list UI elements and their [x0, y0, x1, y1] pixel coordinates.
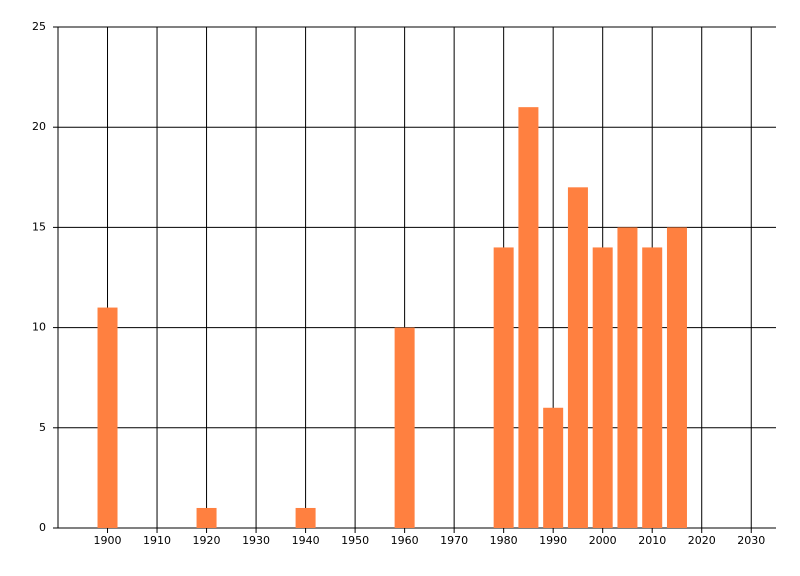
x-tick-label: 1910 [143, 534, 171, 547]
bar [567, 187, 588, 528]
x-tick-label: 1930 [242, 534, 270, 547]
x-tick-label: 2030 [737, 534, 765, 547]
x-tick-label: 1970 [440, 534, 468, 547]
x-tick-label: 1990 [539, 534, 567, 547]
x-tick-label: 2000 [589, 534, 617, 547]
bar [518, 107, 539, 528]
y-tick-label: 20 [32, 120, 46, 133]
x-tick-label: 2020 [688, 534, 716, 547]
x-tick-label: 1950 [341, 534, 369, 547]
x-tick-label: 1940 [292, 534, 320, 547]
bar [642, 247, 663, 528]
y-tick-label: 15 [32, 220, 46, 233]
y-tick-label: 0 [39, 521, 46, 534]
x-tick-label: 1920 [193, 534, 221, 547]
bar [493, 247, 514, 528]
bar [295, 507, 316, 528]
x-tick-label: 2010 [638, 534, 666, 547]
bar [97, 307, 118, 528]
bar [196, 507, 217, 528]
bar [617, 227, 638, 528]
bar [592, 247, 613, 528]
x-tick-label: 1980 [490, 534, 518, 547]
bar [666, 227, 687, 528]
y-tick-label: 5 [39, 421, 46, 434]
bar [543, 407, 564, 528]
y-tick-label: 25 [32, 20, 46, 33]
y-tick-label: 10 [32, 321, 46, 334]
x-tick-label: 1900 [94, 534, 122, 547]
x-tick-label: 1960 [391, 534, 419, 547]
bar [394, 327, 415, 528]
